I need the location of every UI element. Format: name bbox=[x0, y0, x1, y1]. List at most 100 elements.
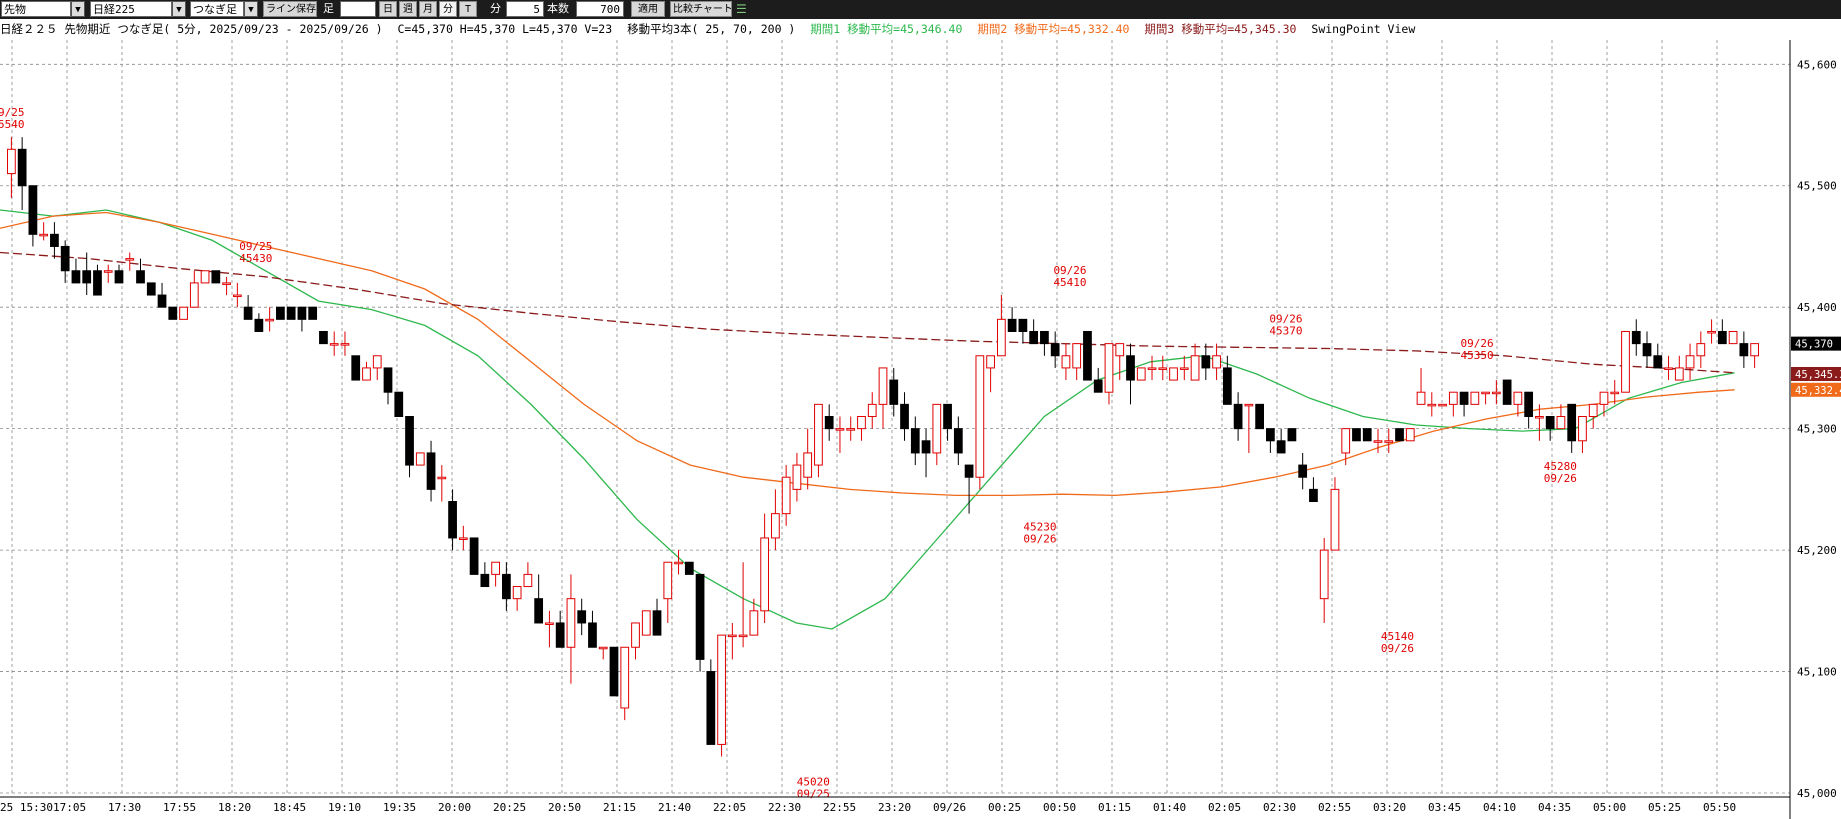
swing-date-label: 09/26 bbox=[1544, 472, 1577, 485]
chevron-down-icon[interactable]: ▼ bbox=[244, 1, 258, 17]
candle-up bbox=[717, 634, 726, 745]
market-select[interactable]: 先物 bbox=[1, 1, 71, 17]
candle-up bbox=[1136, 367, 1146, 381]
swing-price-label: 45540 bbox=[0, 118, 25, 131]
price-badge bbox=[1791, 382, 1841, 397]
apply-button[interactable]: 適用 bbox=[631, 1, 665, 17]
period-day-button[interactable]: 日 bbox=[379, 1, 397, 17]
chevron-down-icon[interactable]: ▼ bbox=[172, 1, 186, 17]
toolbar: 先物 ▼ 日経225 ▼ つなぎ足 ▼ ライン保存 足 日 週 月 分 T 分 … bbox=[0, 0, 1841, 19]
candle-up bbox=[415, 452, 425, 466]
candle-up bbox=[200, 270, 210, 284]
candle-down bbox=[953, 428, 963, 454]
ma-label: 移動平均3本( 25, 70, 200 ) bbox=[627, 22, 796, 36]
x-tick-label: 19:10 bbox=[328, 801, 361, 814]
candle-down bbox=[588, 622, 597, 648]
period-month-button[interactable]: 月 bbox=[419, 1, 437, 17]
candle-down bbox=[1362, 428, 1372, 442]
candle-up bbox=[458, 537, 468, 540]
minutes-input[interactable]: 5 bbox=[506, 1, 544, 17]
swing-annotations: 09/254554009/25454304502009/2509/2645410… bbox=[0, 106, 1577, 801]
candle-down bbox=[921, 440, 931, 454]
candle-down bbox=[1459, 391, 1469, 405]
x-tick-label: 23:20 bbox=[878, 801, 911, 814]
candle-down bbox=[82, 270, 92, 284]
x-tick-label: 20:00 bbox=[438, 801, 471, 814]
swing-price-label: 45350 bbox=[1461, 349, 1494, 362]
candle-up bbox=[996, 318, 1006, 357]
candle-down bbox=[1631, 330, 1641, 345]
y-tick-label: 45,200 bbox=[1797, 544, 1837, 557]
candle-down bbox=[297, 306, 307, 320]
x-tick-label: 20:50 bbox=[548, 801, 581, 814]
candle-down bbox=[1093, 379, 1103, 393]
candle-up bbox=[781, 476, 791, 515]
candle-down bbox=[448, 501, 457, 539]
candle-down bbox=[1007, 318, 1017, 332]
ashi-input[interactable] bbox=[340, 1, 376, 17]
candle-up bbox=[663, 561, 673, 600]
candle-up bbox=[222, 282, 231, 285]
ma2-readout: 期間2 移動平均=45,332.40 bbox=[977, 22, 1130, 36]
x-tick-label: 04:35 bbox=[1538, 801, 1571, 814]
candle-up bbox=[372, 355, 382, 369]
candle-up bbox=[674, 561, 683, 565]
candle-up bbox=[1438, 403, 1447, 407]
candle-down bbox=[211, 270, 221, 284]
x-tick-label: 22:30 bbox=[768, 801, 801, 814]
candle-down bbox=[695, 573, 705, 660]
candle-down bbox=[1255, 403, 1264, 430]
type-select[interactable]: つなぎ足 bbox=[190, 1, 244, 17]
candle-down bbox=[351, 355, 361, 381]
candle-down bbox=[383, 367, 393, 393]
candle-up bbox=[1470, 391, 1480, 405]
candle-up bbox=[803, 452, 813, 478]
candle-down bbox=[1395, 428, 1404, 442]
candle-up bbox=[265, 318, 275, 322]
candle-up bbox=[975, 355, 985, 478]
index-select[interactable]: 日経225 bbox=[90, 1, 172, 17]
x-tick-label: 17:05 bbox=[53, 801, 86, 814]
candle-up bbox=[512, 586, 522, 600]
candle-up bbox=[523, 573, 533, 588]
candle-up bbox=[1513, 391, 1523, 405]
candle-up bbox=[792, 464, 802, 490]
candle-up bbox=[986, 355, 995, 369]
candle-up bbox=[1674, 367, 1684, 381]
candle-up bbox=[1750, 343, 1759, 357]
candle-up bbox=[1158, 367, 1168, 370]
candle-up bbox=[1384, 440, 1394, 443]
candle-up bbox=[814, 403, 823, 466]
candle-up bbox=[1696, 343, 1706, 357]
candle-up bbox=[232, 294, 242, 298]
compare-chart-button[interactable]: 比較チャート bbox=[670, 1, 732, 17]
ma-line-3 bbox=[0, 251, 1735, 374]
candle-up bbox=[857, 416, 866, 430]
candle-down bbox=[1545, 416, 1555, 430]
x-tick-label: 02:55 bbox=[1318, 801, 1351, 814]
x-tick-label: 22:05 bbox=[713, 801, 746, 814]
x-tick-label: 03:45 bbox=[1428, 801, 1461, 814]
x-tick-label: 19:35 bbox=[383, 801, 416, 814]
x-tick-label: 01:40 bbox=[1153, 801, 1186, 814]
candle-down bbox=[964, 464, 974, 478]
candle-down bbox=[502, 573, 511, 600]
candle-down bbox=[469, 537, 479, 575]
period-week-button[interactable]: 週 bbox=[399, 1, 417, 17]
candle-down bbox=[1502, 379, 1512, 405]
candle-up bbox=[329, 343, 339, 346]
period-tick-button[interactable]: T bbox=[459, 1, 477, 17]
line-save-button[interactable]: ライン保存 bbox=[263, 1, 317, 17]
bars-input[interactable]: 700 bbox=[576, 1, 624, 17]
candle-up bbox=[1599, 391, 1609, 405]
candle-up bbox=[1212, 355, 1221, 369]
candle-up bbox=[1104, 343, 1114, 393]
swing-price-label: 45230 bbox=[1023, 521, 1056, 534]
period-minute-button[interactable]: 分 bbox=[439, 1, 457, 17]
chevron-down-icon[interactable]: ▼ bbox=[71, 1, 85, 17]
candle-up bbox=[1072, 343, 1082, 369]
candle-up bbox=[1588, 403, 1598, 417]
candle-up bbox=[1330, 488, 1340, 551]
chart-lines-icon[interactable]: ☰ bbox=[736, 2, 747, 16]
